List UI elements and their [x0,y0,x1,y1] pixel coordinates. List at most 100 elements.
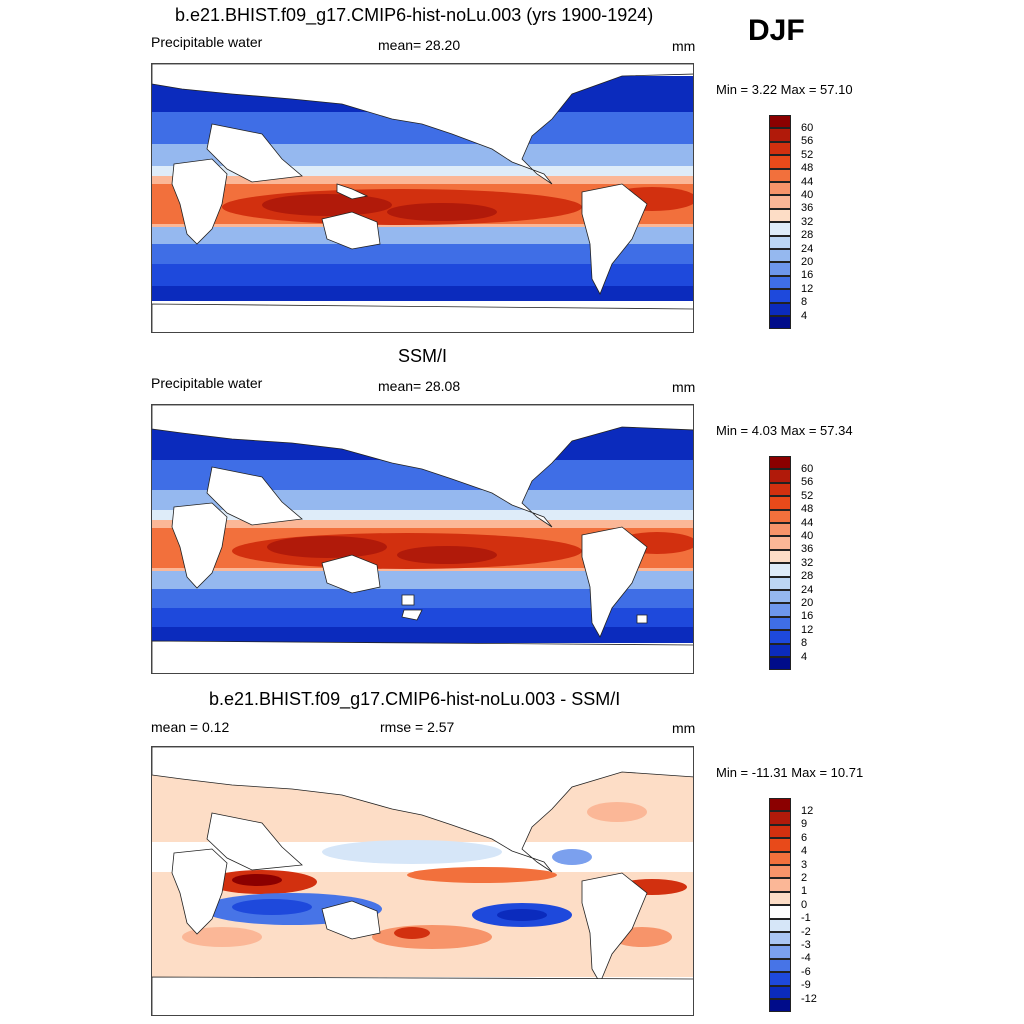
panel2-colorbar-label: 36 [801,543,814,556]
panel2-colorbar-label: 44 [801,516,814,529]
panel1-colorbar-label: 56 [801,135,814,148]
panel3-colorbar-swatch [769,865,791,879]
panel1-colorbar-swatch [769,195,791,209]
panel1-colorbar-label: 48 [801,162,814,175]
panel2-minmax: Min = 4.03 Max = 57.34 [716,423,853,438]
panel3-colorbar-label: -3 [801,939,811,951]
panel2-colorbar-label: 52 [801,489,814,502]
panel1-colorbar-swatch [769,249,791,263]
panel2-colorbar-swatch [769,482,791,497]
panel2-colorbar-label: 20 [801,597,814,609]
panel1-colorbar-swatch [769,182,791,196]
panel1-colorbar-label: 8 [801,296,808,309]
panel3-map [151,746,694,1016]
panel1-colorbar-label: 36 [801,202,814,215]
panel1-colorbar-swatch [769,115,791,129]
panel2-colorbar-label: 16 [801,610,814,623]
panel2-colorbar-label: 32 [801,556,814,569]
panel1-colorbar: 60 56 52 48 44 40 36 32 28 24 20 16 12 8… [769,115,813,329]
panel3-colorbar-swatch [769,851,791,865]
panel1-colorbar-label: 40 [801,189,814,201]
panel2-title: SSM/I [398,346,448,366]
panel1-colorbar-swatch [769,289,791,303]
panel1-colorbar-label: 4 [801,309,808,322]
panel2-colorbar-swatch [769,630,791,644]
panel1-colorbar-swatch [769,302,791,316]
panel1-colorbar-label: 60 [801,122,814,134]
panel2-colorbar-swatch [769,616,791,631]
panel1-colorbar-swatch [769,222,791,236]
panel1-colorbar-swatch [769,275,791,290]
panel3-colorbar-swatch [769,999,791,1012]
panel2-colorbar: 60 56 52 48 44 40 36 32 28 24 20 16 12 8… [769,456,813,670]
panel2-mean-label: mean= 28.08 [378,378,461,394]
panel3-colorbar-label: -1 [801,912,811,925]
panel3-colorbar-label: 2 [801,872,808,884]
panel2-colorbar-swatch [769,657,791,670]
panel2-colorbar-label: 4 [801,650,808,663]
panel1-map [151,63,694,333]
panel3-colorbar-swatch [769,918,791,932]
panel2-colorbar-label: 24 [801,583,814,596]
panel1-colorbar-swatch [769,235,791,249]
panel2-colorbar-swatch [769,469,791,483]
panel3-rmse-label: rmse = 2.57 [380,719,455,735]
panel1-colorbar-label: 28 [801,229,814,242]
panel3-colorbar-swatch [769,905,791,919]
panel2-colorbar-swatch [769,509,791,523]
panel2-colorbar-swatch [769,523,791,537]
panel2-colorbar-swatch [769,576,791,590]
panel2-colorbar-swatch [769,549,791,564]
panel3-colorbar: 12 9 6 4 3 2 1 0 -1 -2 -3 -4 -6 -9 -12 [769,798,817,1012]
panel2-colorbar-label: 56 [801,476,814,489]
panel2-colorbar-swatch [769,603,791,617]
panel1-variable-label: Precipitable water [151,34,263,50]
panel2-colorbar-label: 48 [801,503,814,516]
panel2-colorbar-swatch [769,563,791,577]
panel2-colorbar-label: 28 [801,570,814,583]
panel3-colorbar-swatch [769,798,791,812]
panel1-colorbar-label: 16 [801,269,814,282]
panel3-colorbar-swatch [769,824,791,839]
panel3-colorbar-label: -2 [801,925,811,938]
season-label: DJF [748,14,805,47]
panel1-colorbar-swatch [769,208,791,223]
panel2-colorbar-label: 60 [801,463,814,475]
panel1-colorbar-swatch [769,128,791,142]
panel2-units-label: mm [672,379,696,395]
panel2-colorbar-label: 8 [801,637,808,650]
panel1-colorbar-label: 52 [801,148,814,161]
panel1-title: b.e21.BHIST.f09_g17.CMIP6-hist-noLu.003 … [175,5,654,25]
panel1-colorbar-swatch [769,262,791,276]
panel3-colorbar-label: -9 [801,979,811,992]
panel2-colorbar-swatch [769,643,791,657]
panel2-colorbar-swatch [769,496,791,510]
panel1-units-label: mm [672,38,696,54]
panel3-colorbar-label: -12 [801,992,817,1005]
panel3-colorbar-label: 3 [801,858,808,871]
panel3-colorbar-swatch [769,972,791,986]
panel1-colorbar-label: 32 [801,215,814,228]
panel3-colorbar-swatch [769,932,791,946]
panel3-colorbar-label: -4 [801,952,811,965]
panel2-variable-label: Precipitable water [151,375,263,391]
panel3-colorbar-label: 9 [801,818,808,831]
panel3-colorbar-label: 0 [801,898,808,911]
panel2-colorbar-swatch [769,456,791,470]
panel2-colorbar-swatch [769,536,791,550]
panel1-colorbar-label: 12 [801,282,814,295]
panel1-mean-label: mean= 28.20 [378,37,461,53]
panel3-minmax: Min = -11.31 Max = 10.71 [716,765,864,780]
panel1-colorbar-swatch [769,168,791,182]
panel3-colorbar-swatch [769,838,791,852]
panel3-colorbar-swatch [769,811,791,825]
panel1-minmax: Min = 3.22 Max = 57.10 [716,82,853,97]
panel3-units-label: mm [672,720,696,736]
panel3-colorbar-swatch [769,985,791,999]
panel2-map [151,404,694,674]
panel1-colorbar-label: 20 [801,256,814,268]
panel3-colorbar-label: 12 [801,805,814,817]
panel3-colorbar-label: 1 [801,885,808,898]
panel1-colorbar-label: 44 [801,175,814,188]
panel3-colorbar-swatch [769,945,791,959]
